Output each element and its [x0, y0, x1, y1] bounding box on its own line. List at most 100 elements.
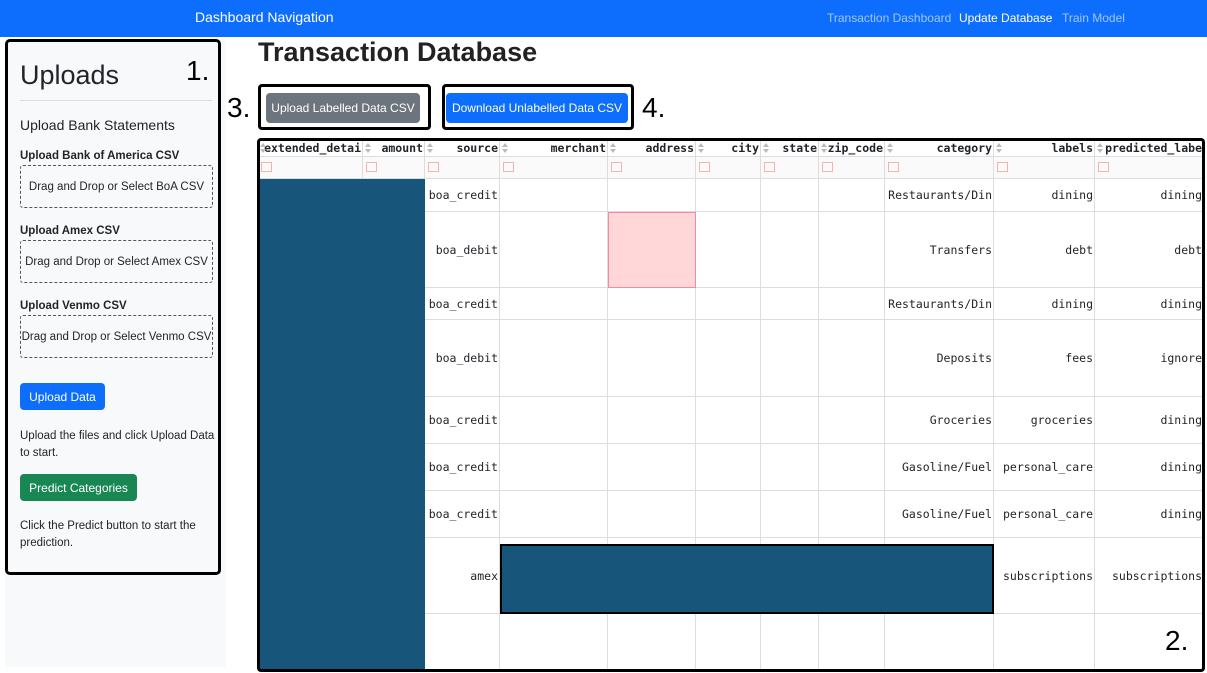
table-cell — [608, 179, 696, 212]
table-cell: ignore — [1095, 320, 1204, 397]
help-text: Upload the files and click Upload Data t… — [20, 430, 215, 459]
upload-label: Upload Bank of America CSV — [20, 150, 180, 162]
table-cell — [761, 614, 819, 670]
sort-icon[interactable] — [996, 143, 1002, 153]
table-cell — [500, 397, 608, 444]
table-cell: boa_credit — [425, 444, 500, 491]
header-cell: labels — [994, 139, 1095, 157]
table-cell: dining — [1095, 491, 1204, 538]
table-cell: personal_care — [994, 491, 1095, 538]
table-cell: Transfers — [885, 212, 994, 288]
upload-label: Upload Venmo CSV — [20, 300, 127, 312]
sort-icon[interactable] — [610, 143, 616, 153]
table-cell — [500, 614, 608, 670]
upload-button[interactable]: Upload Data — [20, 383, 105, 410]
filter-icon[interactable] — [261, 162, 272, 172]
table-cell — [500, 288, 608, 320]
table-cell — [819, 179, 885, 212]
filter-cell — [819, 157, 885, 179]
filter-cell — [425, 157, 500, 179]
table-cell — [819, 288, 885, 320]
header-cell: merchant — [500, 139, 608, 157]
table-cell: Groceries — [885, 397, 994, 444]
table-cell: amex — [425, 538, 500, 614]
table-cell — [608, 444, 696, 491]
nav-link[interactable]: Update Database — [959, 11, 1053, 25]
table-cell: Deposits — [885, 320, 994, 397]
filter-icon[interactable] — [1098, 162, 1109, 172]
table-cell: boa_credit — [425, 397, 500, 444]
filter-icon[interactable] — [997, 162, 1008, 172]
sort-icon[interactable] — [427, 143, 433, 153]
dropzone[interactable]: Drag and Drop or Select Amex CSV — [20, 240, 213, 283]
sort-icon[interactable] — [821, 143, 827, 153]
filter-cell — [1095, 157, 1204, 179]
upload-csv-button[interactable]: Upload Labelled Data CSV — [266, 93, 420, 123]
table-cell — [500, 212, 608, 288]
dropzone[interactable]: Drag and Drop or Select Venmo CSV — [20, 315, 213, 358]
filter-icon[interactable] — [611, 162, 622, 172]
table-cell — [696, 397, 761, 444]
header-cell: amount — [363, 139, 425, 157]
nav-brand[interactable]: Dashboard Navigation — [195, 9, 334, 25]
filter-icon[interactable] — [366, 162, 377, 172]
nav-link[interactable]: Train Model — [1062, 11, 1125, 25]
redaction — [500, 544, 994, 614]
annotation: 4. — [642, 92, 666, 123]
table-cell: Gasoline/Fuel — [885, 444, 994, 491]
sort-icon[interactable] — [887, 143, 893, 153]
sort-icon[interactable] — [1097, 143, 1103, 153]
table-cell — [500, 491, 608, 538]
table-cell: boa_debit — [425, 320, 500, 397]
table-cell: dining — [994, 288, 1095, 320]
sidebar-title: Uploads — [20, 60, 120, 90]
header-cell: zip_code — [819, 139, 885, 157]
table-cell — [761, 444, 819, 491]
filter-cell — [363, 157, 425, 179]
filter-icon[interactable] — [428, 162, 439, 172]
table-cell: groceries — [994, 397, 1095, 444]
filter-icon[interactable] — [699, 162, 710, 172]
table-cell — [696, 212, 761, 288]
filter-icon[interactable] — [764, 162, 775, 172]
sort-icon[interactable] — [502, 143, 508, 153]
table-cell: debt — [1095, 212, 1204, 288]
sort-icon[interactable] — [365, 143, 371, 153]
table-cell — [819, 614, 885, 670]
table-cell — [819, 397, 885, 444]
table-cell — [696, 491, 761, 538]
annotation-box — [258, 84, 431, 130]
sort-icon[interactable] — [763, 143, 769, 153]
filter-icon[interactable] — [888, 162, 899, 172]
sort-icon[interactable] — [260, 143, 266, 153]
table-cell — [608, 491, 696, 538]
sidebar-subtitle: Upload Bank Statements — [20, 117, 175, 133]
table-cell — [761, 179, 819, 212]
nav-link[interactable]: Transaction Dashboard — [827, 11, 952, 25]
download-csv-button[interactable]: Download Unlabelled Data CSV — [446, 93, 628, 123]
filter-icon[interactable] — [503, 162, 514, 172]
table-cell — [500, 179, 608, 212]
table-cell — [500, 444, 608, 491]
table-cell: dining — [1095, 397, 1204, 444]
header-cell: source — [425, 139, 500, 157]
header-cell: category — [885, 139, 994, 157]
header-cell: extended_detai — [258, 139, 363, 157]
header-cell: address — [608, 139, 696, 157]
predict-button[interactable]: Predict Categories — [20, 474, 137, 501]
sort-icon[interactable] — [698, 143, 704, 153]
filter-cell — [885, 157, 994, 179]
dropzone[interactable]: Drag and Drop or Select BoA CSV — [20, 165, 213, 208]
header-cell: city — [696, 139, 761, 157]
filter-cell — [994, 157, 1095, 179]
annotation: 2. — [1165, 625, 1189, 656]
table-cell — [761, 320, 819, 397]
redaction — [258, 179, 425, 669]
table-cell — [608, 288, 696, 320]
sidebar-bg — [5, 39, 226, 667]
table-cell — [819, 491, 885, 538]
filter-icon[interactable] — [822, 162, 833, 172]
table-cell — [608, 614, 696, 670]
filter-cell — [608, 157, 696, 179]
